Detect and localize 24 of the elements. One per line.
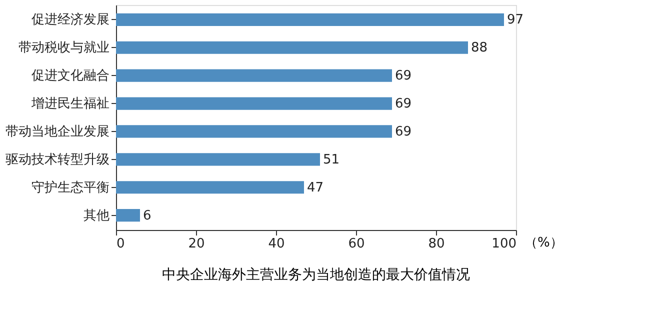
x-tick-label: 20 bbox=[188, 236, 205, 252]
y-tick-label: 带动当地企业发展 bbox=[6, 124, 110, 140]
data-label: 69 bbox=[395, 96, 412, 112]
y-tick-label: 带动税收与就业 bbox=[18, 40, 110, 56]
x-tick-label: 80 bbox=[428, 236, 445, 252]
x-tick-label: 100 bbox=[492, 236, 516, 252]
data-label: 88 bbox=[471, 40, 488, 56]
y-tick-label: 促进经济发展 bbox=[32, 12, 110, 28]
x-tick-label: 60 bbox=[348, 236, 365, 252]
y-tick-label: 促进文化融合 bbox=[32, 68, 110, 84]
y-tick-label: 其他 bbox=[84, 208, 110, 224]
data-label: 51 bbox=[323, 152, 340, 168]
y-tick-label: 守护生态平衡 bbox=[32, 180, 110, 196]
x-axis-title: （%） bbox=[524, 236, 563, 250]
data-label: 6 bbox=[143, 208, 152, 224]
x-tick-label: 0 bbox=[116, 236, 125, 252]
y-tick-label: 增进民生福祉 bbox=[30, 96, 110, 112]
data-label: 69 bbox=[395, 68, 412, 84]
data-label: 69 bbox=[395, 124, 412, 140]
text: 中央企业海外主营业务为当地创造的最大价值情况 bbox=[162, 267, 470, 283]
data-label: 97 bbox=[507, 12, 524, 28]
x-tick-label: 40 bbox=[268, 236, 285, 252]
data-label: 47 bbox=[307, 180, 324, 196]
y-tick-label: 驱动技术转型升级 bbox=[6, 152, 110, 168]
